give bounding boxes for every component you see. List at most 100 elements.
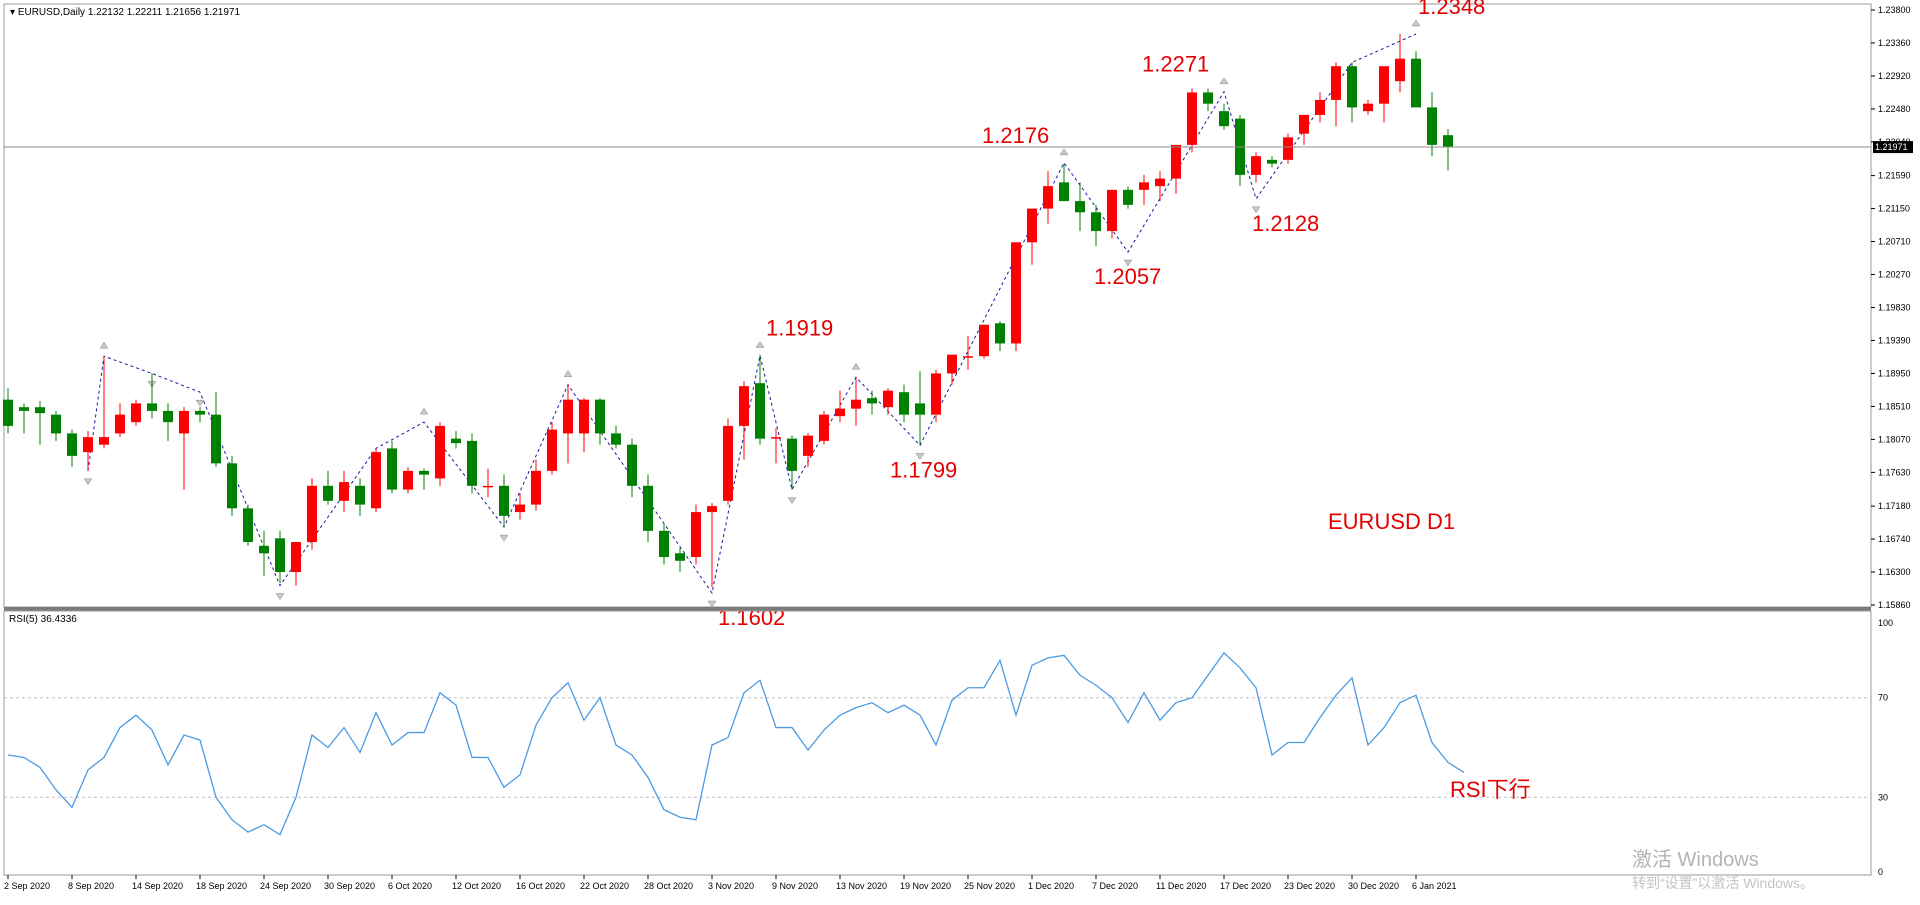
candle bbox=[1379, 66, 1389, 123]
candle-body bbox=[1027, 208, 1037, 243]
candle bbox=[547, 422, 557, 475]
candle bbox=[947, 354, 957, 385]
date-tick-label: 22 Oct 2020 bbox=[580, 881, 629, 891]
candle-body bbox=[51, 414, 61, 434]
zigzag-price-label: 1.2057 bbox=[1094, 264, 1161, 289]
candle-body bbox=[323, 485, 333, 501]
candle-body bbox=[755, 383, 765, 439]
candle-body bbox=[1075, 201, 1085, 213]
candle-body bbox=[1379, 66, 1389, 104]
date-tick-label: 7 Dec 2020 bbox=[1092, 881, 1138, 891]
candle bbox=[1251, 152, 1261, 183]
price-tick-label: 1.16740 bbox=[1878, 534, 1911, 544]
candle-body bbox=[515, 504, 525, 513]
candle-body bbox=[611, 433, 621, 445]
candle-body bbox=[691, 512, 701, 558]
candle-body bbox=[419, 470, 429, 475]
collapse-arrow-icon[interactable]: ▾ bbox=[10, 7, 18, 18]
candle bbox=[227, 455, 237, 516]
candle-body bbox=[227, 463, 237, 509]
candle bbox=[3, 388, 13, 434]
candle-body bbox=[499, 485, 509, 516]
zigzag-price-label: 1.2348 bbox=[1418, 0, 1485, 19]
candle bbox=[147, 373, 157, 419]
zigzag-high-marker bbox=[419, 407, 429, 415]
candle bbox=[1411, 51, 1421, 108]
candle bbox=[1363, 99, 1373, 115]
date-tick-label: 28 Oct 2020 bbox=[644, 881, 693, 891]
rsi-annotation: RSI下行 bbox=[1450, 777, 1531, 802]
candle bbox=[1027, 208, 1037, 265]
candle bbox=[419, 468, 429, 490]
candle-body bbox=[211, 414, 221, 464]
candle bbox=[259, 530, 269, 576]
candle bbox=[355, 478, 365, 516]
candle-body bbox=[915, 403, 925, 415]
candles bbox=[3, 33, 1453, 588]
rsi-tick-label: 0 bbox=[1878, 867, 1883, 877]
price-tick-label: 1.20270 bbox=[1878, 270, 1911, 280]
zigzag-low-marker bbox=[915, 453, 925, 460]
date-tick-label: 9 Nov 2020 bbox=[772, 881, 818, 891]
candle bbox=[291, 542, 301, 586]
candle bbox=[1219, 103, 1229, 130]
candle-body bbox=[931, 373, 941, 415]
date-tick-label: 19 Nov 2020 bbox=[900, 881, 951, 891]
candle-body bbox=[195, 410, 205, 415]
candle bbox=[1331, 62, 1341, 127]
candle-body bbox=[451, 438, 461, 444]
chart-annotation-title: EURUSD D1 bbox=[1328, 509, 1455, 534]
candle-body bbox=[963, 356, 973, 358]
candle bbox=[627, 438, 637, 498]
price-tick-label: 1.23800 bbox=[1878, 5, 1911, 15]
candle-body bbox=[275, 538, 285, 573]
pane-separator[interactable] bbox=[4, 607, 1871, 611]
candle-body bbox=[19, 407, 29, 411]
candle bbox=[1123, 186, 1133, 209]
candle bbox=[83, 431, 93, 471]
zigzag-high-marker bbox=[755, 341, 765, 348]
candle bbox=[1283, 133, 1293, 164]
zigzag-low-marker bbox=[1123, 259, 1133, 267]
candle bbox=[99, 356, 109, 449]
candle-body bbox=[1091, 212, 1101, 232]
candle-body bbox=[1363, 103, 1373, 112]
zigzag-price-label: 1.2176 bbox=[982, 123, 1049, 148]
date-tick-label: 16 Oct 2020 bbox=[516, 881, 565, 891]
candle-body bbox=[595, 399, 605, 434]
candle bbox=[451, 431, 461, 449]
candle-body bbox=[1203, 92, 1213, 104]
candle-body bbox=[787, 438, 797, 471]
candle-body bbox=[259, 545, 269, 554]
candle bbox=[771, 428, 781, 464]
candle bbox=[131, 399, 141, 426]
candle bbox=[1075, 182, 1085, 232]
rsi-tick-label: 70 bbox=[1878, 693, 1888, 703]
zigzag-low-marker bbox=[275, 593, 285, 600]
candle bbox=[963, 335, 973, 370]
rsi-label: RSI(5) 36.4336 bbox=[9, 614, 77, 625]
candle-body bbox=[355, 485, 365, 505]
candle-body bbox=[1427, 107, 1437, 145]
candle bbox=[803, 433, 813, 468]
candle-body bbox=[1155, 178, 1165, 187]
candle bbox=[819, 410, 829, 445]
candle bbox=[403, 467, 413, 494]
candle-body bbox=[1123, 189, 1133, 205]
candle bbox=[1139, 174, 1149, 205]
candle bbox=[275, 530, 285, 584]
current-price-tag: 1.21971 bbox=[1873, 141, 1913, 154]
symbol-label: EURUSD,Daily bbox=[18, 7, 85, 18]
candle-body bbox=[995, 323, 1005, 344]
candle bbox=[1427, 92, 1437, 157]
candle-body bbox=[803, 435, 813, 456]
candle-body bbox=[67, 433, 77, 456]
date-tick-label: 3 Nov 2020 bbox=[708, 881, 754, 891]
rsi-tick-label: 30 bbox=[1878, 792, 1888, 802]
candle-body bbox=[83, 437, 93, 453]
candle-body bbox=[339, 482, 349, 501]
candle-body bbox=[99, 437, 109, 445]
candle bbox=[1059, 163, 1069, 202]
